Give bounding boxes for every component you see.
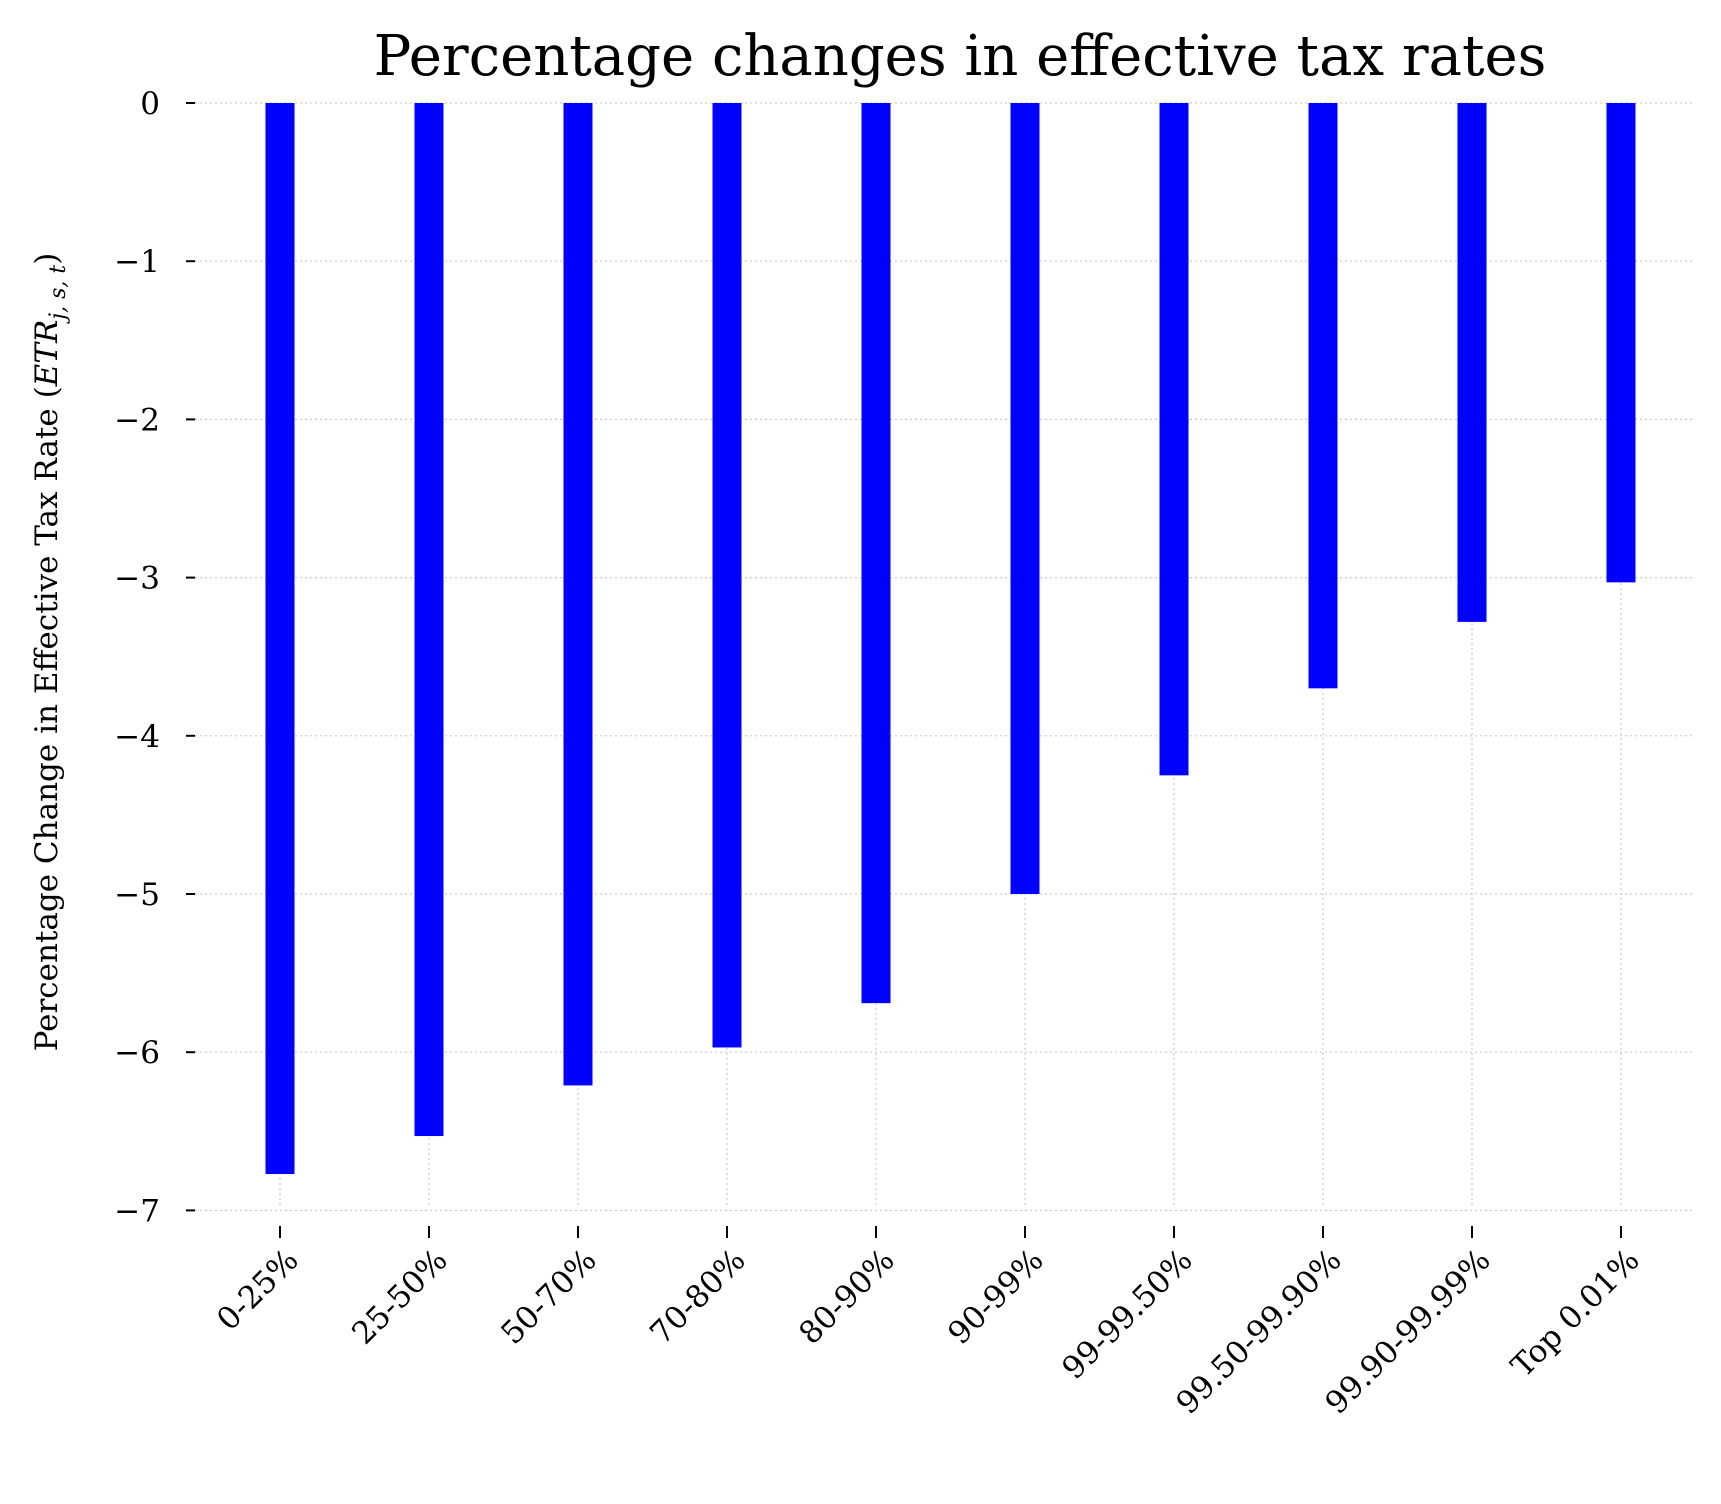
x-tick-label: 25-50% (345, 1242, 454, 1351)
bar (1159, 103, 1189, 776)
bars (265, 103, 1636, 1175)
y-tick-label: −1 (114, 244, 160, 280)
x-tick-label: 0-25% (210, 1242, 306, 1338)
y-tick-label: −6 (114, 1035, 160, 1071)
y-tick-label: −2 (114, 402, 160, 438)
bar (265, 103, 295, 1175)
x-tick-label: 50-70% (494, 1242, 603, 1351)
x-tick-label: 90-99% (941, 1242, 1050, 1351)
y-tick-label: −7 (114, 1193, 160, 1229)
x-tick-label: Top 0.01% (1504, 1242, 1646, 1384)
bar (1010, 103, 1040, 894)
x-tick-label: 99-99.50% (1055, 1242, 1199, 1386)
bar (712, 103, 742, 1048)
chart-title: Percentage changes in effective tax rate… (374, 24, 1547, 89)
y-tick-label: −4 (114, 719, 160, 755)
bar (861, 103, 891, 1004)
bar (1457, 103, 1487, 622)
x-tick-label: 70-80% (643, 1242, 752, 1351)
y-axis-label-close: ) (29, 253, 65, 265)
bar (1606, 103, 1636, 583)
x-axis: 0-25% 25-50% 50-70% 70-80% 80-90% 90-99% 99-99… (210, 1226, 1647, 1421)
y-tick-label: −3 (114, 561, 160, 597)
bar (1308, 103, 1338, 689)
bar (563, 103, 593, 1086)
y-axis-label: Percentage Change in Effective Tax Rate … (29, 253, 71, 1052)
y-axis: 0 −1 −2 −3 −4 −5 −6 −7 (114, 86, 195, 1229)
y-axis-label-subscript: j, s, t (46, 265, 71, 325)
y-tick-label: −5 (114, 877, 160, 913)
x-tick-label: 80-90% (792, 1242, 901, 1351)
bar (414, 103, 444, 1137)
y-axis-label-text: Percentage Change in Effective Tax Rate … (29, 386, 65, 1051)
y-axis-label-math: ETR (29, 320, 65, 388)
y-tick-label: 0 (140, 86, 160, 122)
